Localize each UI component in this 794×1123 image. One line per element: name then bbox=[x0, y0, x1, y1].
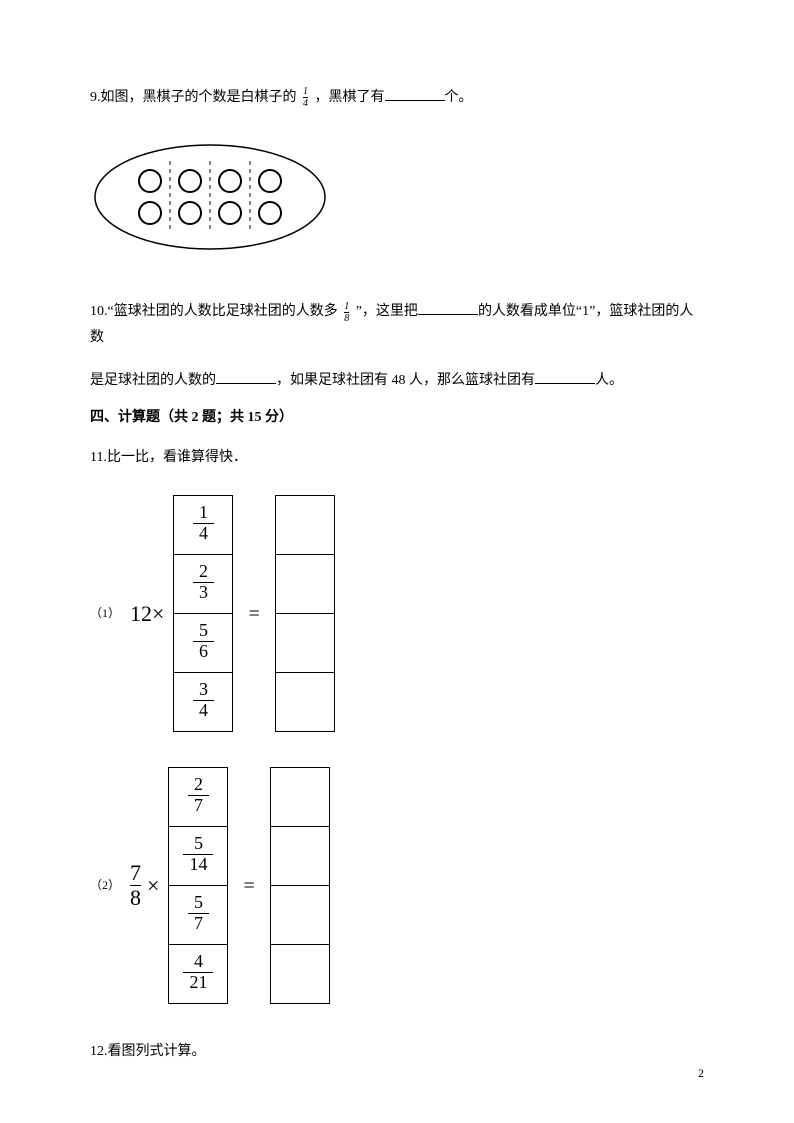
q9-fraction: 1 4 bbox=[303, 86, 308, 109]
q11-g1-answers bbox=[275, 495, 335, 732]
equals-sign: = bbox=[248, 596, 259, 632]
q9-prefix: 9.如图，黑棋子的个数是白棋子的 bbox=[90, 90, 297, 105]
q9-suffix: 个。 bbox=[445, 90, 473, 105]
oval-diagram bbox=[90, 140, 704, 264]
q10-blank2 bbox=[216, 369, 276, 384]
q11-g1-fracs: 14235634 bbox=[173, 495, 233, 732]
question-10-line2: 是足球社团的人数的，如果足球社团有 48 人，那么篮球社团有人。 bbox=[90, 368, 704, 393]
q10-fraction: 1 8 bbox=[344, 301, 349, 324]
q11-g1-label: （1） bbox=[90, 603, 120, 625]
question-12: 12.看图列式计算。 bbox=[90, 1039, 704, 1064]
q10-blank1 bbox=[418, 300, 478, 315]
q9-mid: ，黑棋了有 bbox=[315, 90, 385, 105]
q11-g2-answers bbox=[270, 767, 330, 1004]
q11-g1-mult: 12× bbox=[130, 594, 164, 634]
q11-group2: （2） 7 8 × 2751457421 = bbox=[90, 767, 704, 1004]
q11-g2-label: （2） bbox=[90, 875, 120, 897]
q11-g2-times: × bbox=[147, 866, 159, 906]
equals-sign: = bbox=[243, 868, 254, 904]
question-11: 11.比一比，看谁算得快． bbox=[90, 445, 704, 470]
section-4-header: 四、计算题（共 2 题；共 15 分） bbox=[90, 405, 704, 430]
q9-blank bbox=[385, 86, 445, 101]
oval-svg bbox=[90, 140, 330, 255]
q11-g2-mult-frac: 7 8 bbox=[130, 861, 141, 910]
page-number: 2 bbox=[698, 1063, 704, 1085]
q11-group1: （1） 12× 14235634 = bbox=[90, 495, 704, 732]
q10-blank3 bbox=[535, 369, 595, 384]
q11-g2-fracs: 2751457421 bbox=[168, 767, 228, 1004]
question-9: 9.如图，黑棋子的个数是白棋子的 1 4 ，黑棋了有 个。 bbox=[90, 85, 704, 110]
question-10-line1: 10.“篮球社团的人数比足球社团的人数多 1 8 ”，这里把的人数看成单位“1”… bbox=[90, 299, 704, 349]
